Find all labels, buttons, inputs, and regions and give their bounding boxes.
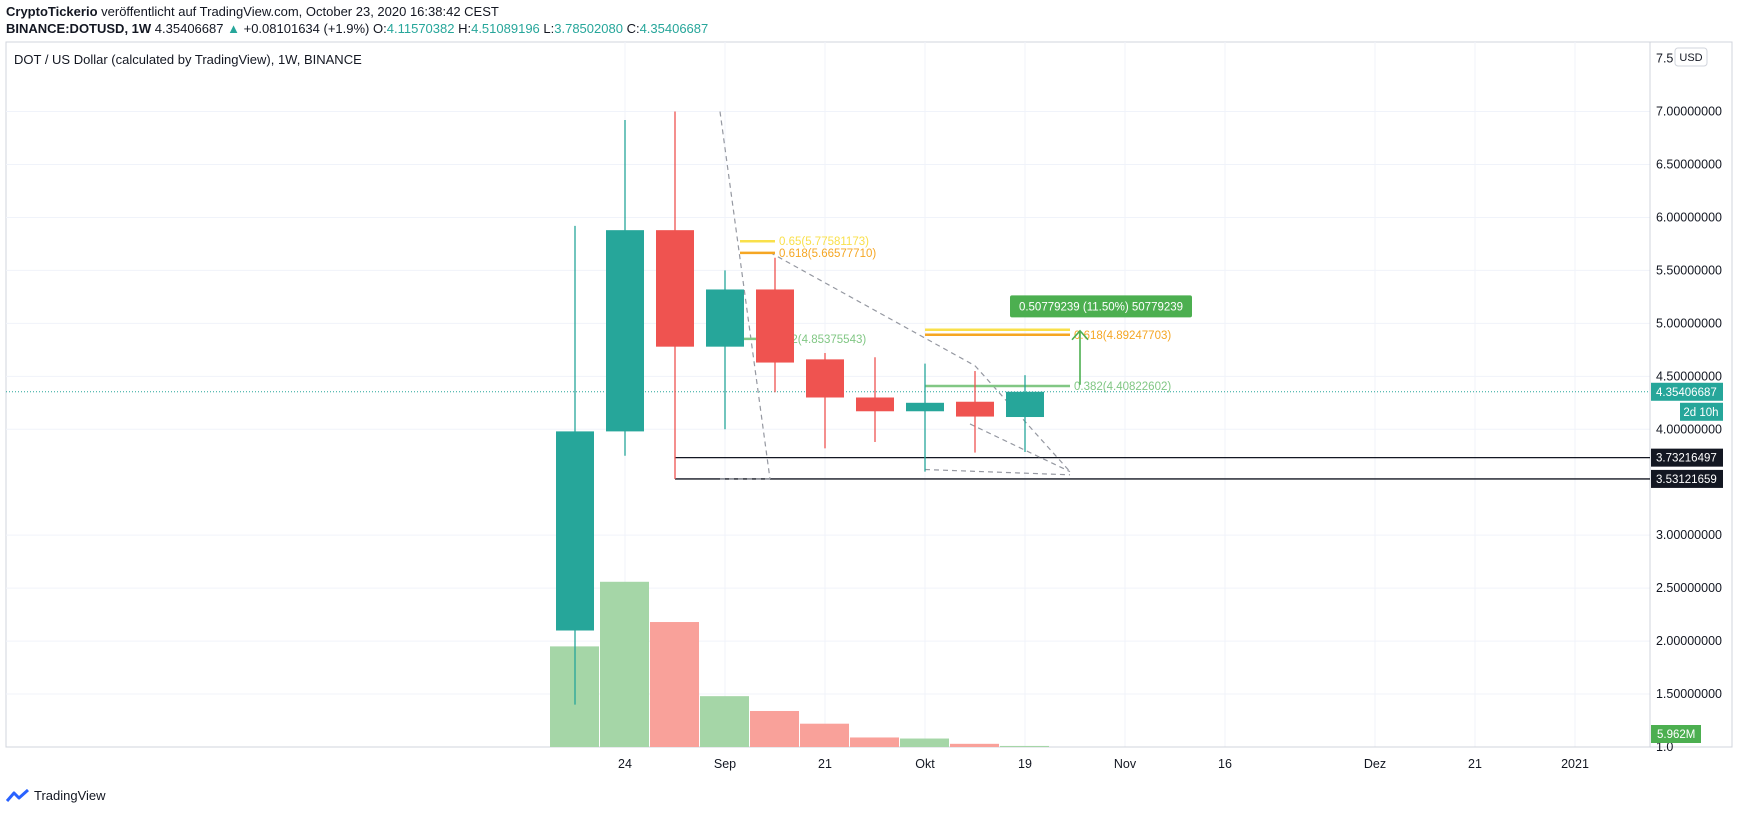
ohlc-legend: BINANCE:DOTUSD, 1W 4.35406687 ▲ +0.08101… xyxy=(6,21,708,36)
volume-bar xyxy=(1000,745,1049,747)
fib-label: 0.65(5.77581173) xyxy=(779,236,869,248)
currency-badge[interactable]: USD xyxy=(1674,47,1708,67)
wedge-line[interactable] xyxy=(974,365,1071,473)
x-tick-label: 2021 xyxy=(1561,757,1589,771)
publisher-name[interactable]: CryptoTickerio xyxy=(6,4,98,19)
volume-bar xyxy=(800,723,849,747)
open-value: 4.11570382 xyxy=(386,21,455,36)
projection-label-box xyxy=(1010,295,1192,318)
y-tick-label: 2.00000000 xyxy=(1656,634,1722,648)
y-tick-label: 6.50000000 xyxy=(1656,158,1722,172)
support-price-badge-bg xyxy=(1651,469,1723,488)
x-tick-label: Dez xyxy=(1364,757,1386,771)
candle-body[interactable] xyxy=(606,230,644,432)
y-tick-label: 2.50000000 xyxy=(1656,581,1722,595)
grid xyxy=(6,42,1650,747)
low-value: 3.78502080 xyxy=(554,21,623,36)
time-axis[interactable]: 24 Sep 21 Okt 19 Nov 16 Dez 21 2021 xyxy=(618,757,1589,771)
last-price-badge: 4.35406687 xyxy=(1656,387,1717,399)
volume-bar xyxy=(750,710,799,747)
chart-title: DOT / US Dollar (calculated by TradingVi… xyxy=(14,52,362,67)
countdown-badge: 2d 10h xyxy=(1683,407,1718,419)
low-label: L: xyxy=(543,21,555,36)
high-label: H: xyxy=(458,21,472,36)
volume-badge-bg xyxy=(1651,725,1701,743)
fib-label: 0.382(4.40822602) xyxy=(1074,381,1171,393)
price-change: +0.08101634 (+1.9%) xyxy=(243,21,370,36)
y-tick-label: 5.50000000 xyxy=(1656,263,1722,277)
volume-bar xyxy=(700,696,749,747)
wedge-line[interactable] xyxy=(769,251,976,367)
currency-label: USD xyxy=(1679,52,1702,64)
symbol-label: BINANCE:DOTUSD, 1W xyxy=(6,21,152,36)
open-label: O: xyxy=(373,21,387,36)
last-price: 4.35406687 xyxy=(154,21,224,36)
y-tick-label: 4.00000000 xyxy=(1656,422,1722,436)
y-tick-label-bottom: 1.0 xyxy=(1656,740,1673,754)
support-price-badge: 3.53121659 xyxy=(1656,474,1717,486)
candle-body[interactable] xyxy=(706,289,744,347)
tradingview-brand: TradingView xyxy=(34,788,106,803)
close-label: C: xyxy=(626,21,640,36)
y-tick-label: 5.00000000 xyxy=(1656,316,1722,330)
price-chart[interactable]: 0.65(5.77581173)0.618(5.66577710) 0.382(4… xyxy=(0,40,1738,785)
close-value: 4.35406687 xyxy=(639,21,709,36)
volume-bar xyxy=(950,743,999,747)
chart-frame xyxy=(5,41,1733,748)
wedge-line[interactable] xyxy=(719,111,771,480)
publish-info: CryptoTickerio veröffentlicht auf Tradin… xyxy=(6,4,499,19)
x-tick-label: 19 xyxy=(1018,757,1032,771)
candle-body[interactable] xyxy=(1006,391,1044,418)
candle-body[interactable] xyxy=(756,289,794,363)
y-tick-label: 6.00000000 xyxy=(1656,210,1722,224)
price-axis[interactable]: 7.00000000 6.50000000 6.00000000 5.50000000… xyxy=(1651,52,1723,754)
wedge-line[interactable] xyxy=(969,423,1071,473)
support-price-badge-bg xyxy=(1651,448,1723,467)
volume-bar xyxy=(600,581,649,747)
support-price-badge: 3.73216497 xyxy=(1656,453,1717,465)
y-tick-label: 1.50000000 xyxy=(1656,687,1722,701)
tradingview-logo[interactable]: TradingView xyxy=(6,788,106,803)
x-tick-label: 24 xyxy=(618,757,632,771)
x-tick-label: Okt xyxy=(915,757,935,771)
candle-series[interactable] xyxy=(556,111,1044,705)
candle-body[interactable] xyxy=(956,401,994,417)
projection-label: 0.50779239 (11.50%) 50779239 xyxy=(1019,301,1183,313)
drawings[interactable]: 0.65(5.77581173)0.618(5.66577710) 0.382(4… xyxy=(6,111,1650,480)
volume-bar xyxy=(650,622,699,747)
fib-label: 0.618(4.89247703) xyxy=(1074,330,1171,342)
published-text: veröffentlicht auf TradingView.com, Octo… xyxy=(101,4,499,19)
projection-arrowhead xyxy=(1071,329,1089,341)
wedge-line[interactable] xyxy=(924,468,1071,476)
high-value: 4.51089196 xyxy=(471,21,540,36)
countdown-badge-bg xyxy=(1680,402,1723,421)
x-tick-label: Nov xyxy=(1114,757,1137,771)
volume-bar xyxy=(900,738,949,747)
y-tick-label: 4.50000000 xyxy=(1656,369,1722,383)
y-tick-label-top: 7.5 xyxy=(1656,52,1673,66)
x-tick-label: 16 xyxy=(1218,757,1232,771)
candle-body[interactable] xyxy=(556,431,594,631)
volume-bar xyxy=(850,737,899,747)
x-tick-label: Sep xyxy=(714,757,736,771)
candle-body[interactable] xyxy=(656,230,694,347)
fib-label: 0.618(5.66577710) xyxy=(779,248,876,260)
change-up-icon: ▲ xyxy=(227,21,240,36)
volume-badge: 5.962M xyxy=(1657,729,1695,741)
y-tick-label: 3.00000000 xyxy=(1656,528,1722,542)
tradingview-icon xyxy=(6,788,29,802)
last-price-badge-bg xyxy=(1651,382,1723,401)
x-tick-label: 21 xyxy=(1468,757,1482,771)
candle-body[interactable] xyxy=(806,359,844,398)
candle-body[interactable] xyxy=(906,402,944,412)
x-tick-label: 21 xyxy=(818,757,832,771)
y-tick-label: 7.00000000 xyxy=(1656,105,1722,119)
candle-body[interactable] xyxy=(856,397,894,412)
